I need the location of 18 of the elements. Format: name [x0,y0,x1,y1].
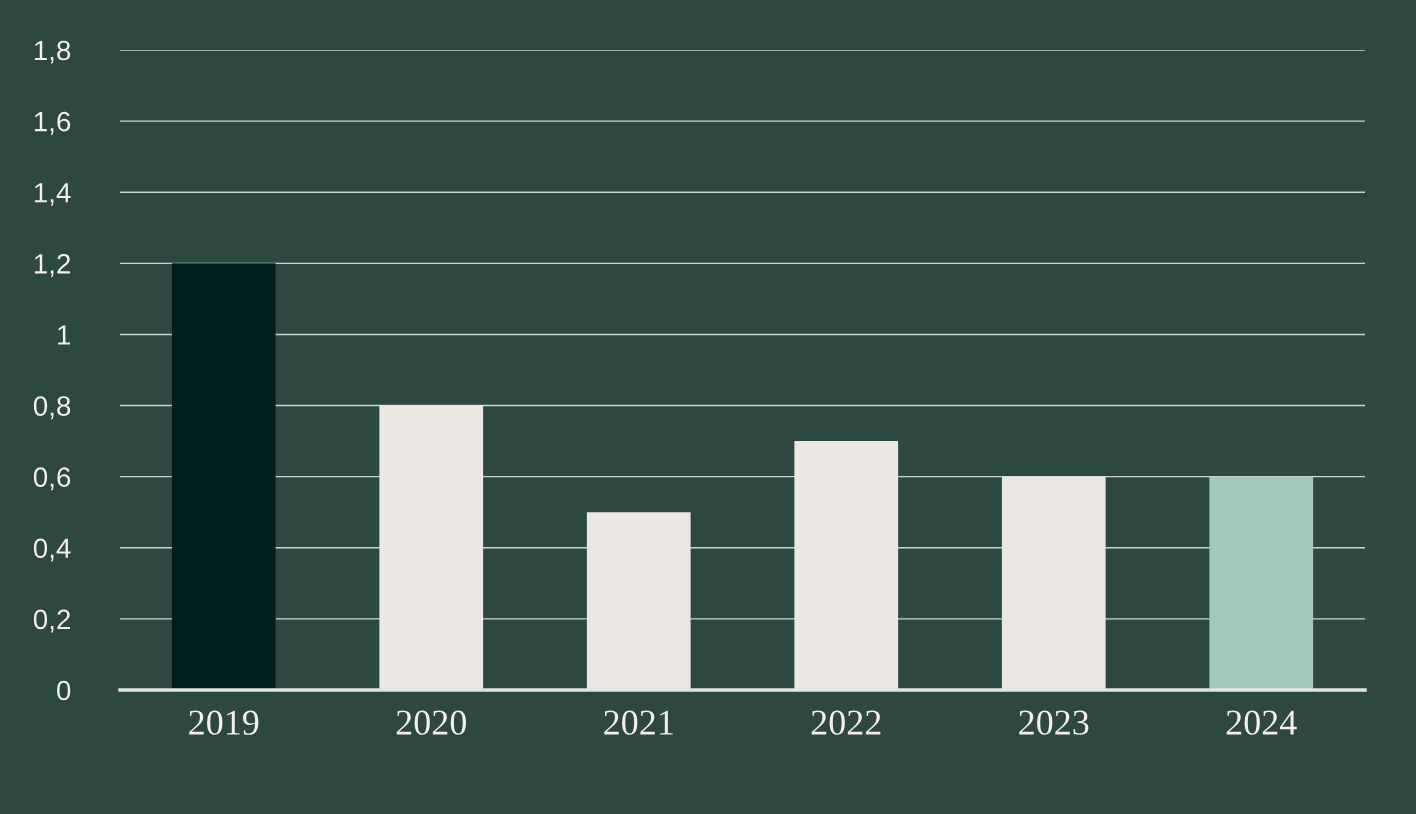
y-tick-label: 0,2 [33,609,70,633]
y-tick-label: 0 [57,680,71,701]
x-tick-label: 2021 [604,710,673,735]
y-tick-label: 0,8 [33,396,71,420]
y-tick-label: 0,6 [33,467,71,491]
y-tick-label: 1,4 [34,183,71,206]
y-tick-label: 0,4 [33,538,71,562]
y-tick-label: 1,6 [34,111,71,135]
bar [1209,476,1314,690]
y-tick-label: 1,2 [34,254,70,277]
x-tick-label: 2020 [396,710,466,735]
x-tick-label: 2022 [811,710,881,735]
x-tick-label: 2023 [1019,710,1089,735]
bar [171,263,276,690]
y-tick-label: 1 [58,325,71,345]
x-tick-label: 2024 [1226,710,1297,735]
x-tick-label: 2019 [189,710,259,735]
y-tick-label: 1,8 [34,40,71,64]
